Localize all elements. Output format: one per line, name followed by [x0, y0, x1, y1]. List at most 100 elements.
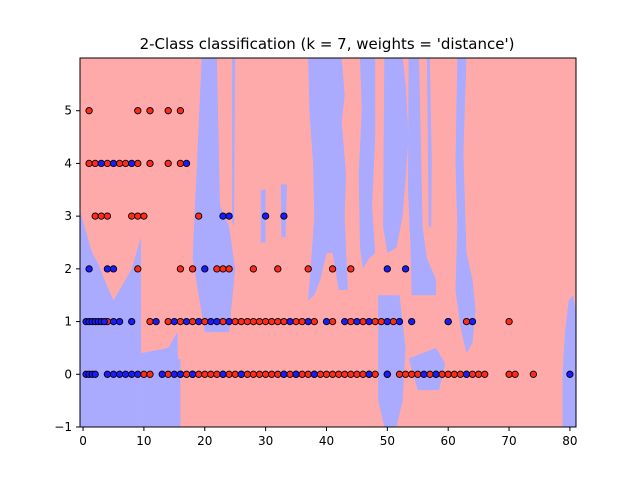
class-0-point-3: [164, 107, 172, 115]
class-0-point-111: [505, 370, 513, 378]
class-1-point-0: [97, 159, 105, 168]
class-0-point-62: [164, 370, 172, 378]
class-0-point-24: [213, 265, 221, 273]
y-tick-label-4: 4: [64, 156, 72, 170]
class-0-point-90: [341, 370, 349, 378]
class-1-point-56: [219, 370, 227, 378]
class-0-point-97: [395, 370, 404, 378]
class-0-point-64: [182, 370, 191, 378]
y-tick-label-0: 0: [64, 367, 72, 381]
class-0-point-77: [261, 370, 270, 378]
class-0-point-83: [298, 370, 306, 378]
data-points: [82, 107, 574, 378]
class-0-point-18: [134, 212, 142, 220]
class-0-point-55: [377, 317, 385, 326]
class-0-point-11: [146, 159, 154, 168]
class-0-point-2: [146, 107, 154, 115]
decision-region-class-1-13: [408, 347, 446, 391]
class-1-point-40: [444, 317, 452, 326]
class-1-point-35: [353, 317, 361, 326]
class-0-point-69: [213, 370, 221, 378]
class-0-point-39: [231, 317, 239, 326]
class-0-point-109: [474, 370, 483, 378]
class-1-point-26: [182, 317, 191, 326]
class-0-point-17: [128, 212, 136, 220]
class-0-point-76: [255, 370, 264, 378]
class-1-point-48: [115, 370, 124, 378]
class-0-point-103: [438, 370, 446, 378]
decision-region-class-1-4: [232, 58, 236, 227]
x-tick-label-10: 10: [136, 434, 151, 448]
class-1-point-58: [280, 370, 288, 378]
class-0-point-38: [219, 317, 227, 326]
class-1-point-55: [188, 370, 197, 378]
x-tick-label-60: 60: [441, 434, 456, 448]
class-1-point-25: [170, 317, 178, 326]
decision-region-class-1-15: [562, 295, 576, 427]
class-1-point-51: [134, 370, 142, 378]
class-0-point-92: [353, 370, 361, 378]
class-0-point-33: [146, 317, 154, 326]
class-1-point-9: [103, 265, 112, 273]
class-1-point-4: [219, 212, 227, 220]
class-0-point-10: [134, 159, 142, 168]
class-1-point-62: [383, 370, 391, 378]
class-0-point-20: [195, 212, 203, 220]
decision-region-class-1-7: [308, 58, 348, 301]
class-0-point-58: [462, 317, 471, 326]
class-1-point-65: [462, 370, 471, 378]
class-1-point-53: [170, 370, 178, 378]
class-0-point-19: [140, 212, 148, 220]
decision-region-class-1-9: [383, 58, 409, 253]
y-axis: −1 0 1 2 3 4 5: [54, 104, 80, 434]
class-1-point-28: [207, 317, 215, 326]
class-0-point-16: [103, 212, 112, 220]
class-1-point-8: [85, 265, 93, 273]
class-0-point-72: [231, 370, 239, 378]
class-0-point-113: [529, 370, 538, 378]
class-1-point-61: [365, 370, 373, 378]
y-tick-label-5: 5: [64, 104, 72, 118]
class-0-point-40: [237, 317, 245, 326]
class-1-point-33: [322, 317, 331, 326]
class-0-point-52: [347, 317, 355, 326]
class-1-point-3: [182, 159, 191, 168]
class-0-point-43: [255, 317, 264, 326]
decision-region-class-1-11: [426, 58, 432, 227]
class-0-point-8: [115, 159, 124, 168]
y-tick-label-3: 3: [64, 209, 72, 223]
x-axis: 0 10 20 30 40 50 60 70 80: [79, 427, 578, 448]
class-0-point-78: [268, 370, 276, 378]
class-1-point-38: [395, 317, 404, 326]
class-0-point-60: [140, 370, 148, 378]
class-0-point-45: [268, 317, 276, 326]
y-tick-label-1: 1: [64, 315, 72, 329]
class-0-point-104: [444, 370, 452, 378]
class-1-point-63: [420, 370, 428, 378]
class-1-point-49: [121, 370, 130, 378]
class-0-point-9: [121, 159, 130, 168]
class-0-point-35: [176, 317, 185, 326]
class-0-point-74: [243, 370, 252, 378]
class-1-point-30: [225, 317, 233, 326]
class-0-point-15: [97, 212, 105, 220]
class-0-point-87: [322, 370, 331, 378]
class-1-point-39: [408, 317, 416, 326]
x-tick-label-0: 0: [79, 434, 87, 448]
class-0-point-48: [292, 317, 300, 326]
class-0-point-66: [195, 370, 203, 378]
decision-region-class-1-8: [358, 58, 376, 269]
class-0-point-5: [85, 159, 93, 168]
class-1-point-32: [304, 317, 312, 326]
class-0-point-21: [134, 265, 142, 273]
class-0-point-81: [286, 370, 294, 378]
class-1-point-21: [109, 317, 118, 326]
class-1-point-60: [310, 370, 318, 378]
class-1-point-41: [468, 317, 477, 326]
class-1-point-54: [176, 370, 185, 378]
class-0-point-4: [176, 107, 185, 115]
class-0-point-22: [176, 265, 185, 273]
x-tick-label-80: 80: [562, 434, 577, 448]
class-0-point-53: [359, 317, 367, 326]
class-0-point-75: [249, 370, 258, 378]
